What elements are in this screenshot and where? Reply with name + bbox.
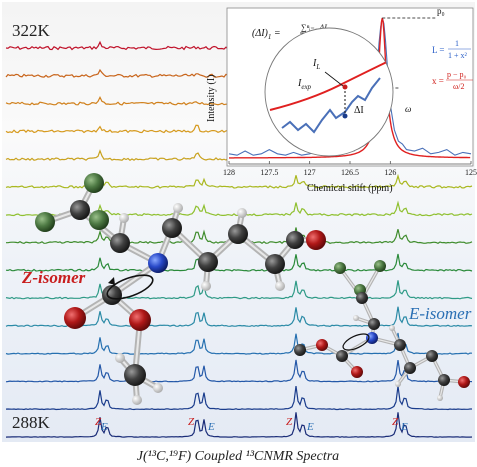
oxygen-atom (316, 339, 328, 351)
temp-high-label: 322K (12, 21, 51, 40)
spectrum-trace (5, 253, 473, 272)
hydrogen-atom (395, 381, 401, 387)
hydrogen-atom (353, 315, 359, 321)
label-iexp: Iexp (297, 78, 312, 91)
inset-ylabel: Intensity (I) (206, 75, 217, 123)
carbon-atom (438, 374, 450, 386)
carbon-atom (356, 292, 368, 304)
nitrogen-atom (366, 332, 378, 344)
hydrogen-atom (437, 395, 443, 401)
carbon-atom (336, 350, 348, 362)
zoom-experimental-curve (281, 77, 381, 134)
carbon-atom (228, 224, 248, 244)
z-isomer-label: Z-isomer (21, 268, 86, 287)
spectrum-trace (5, 332, 473, 355)
experimental-point (342, 113, 348, 119)
fluorine-atom (84, 173, 104, 193)
peak-label-z: Z (188, 416, 195, 428)
carbon-atom (124, 364, 146, 386)
label-p0: p₀ (437, 6, 445, 16)
oxygen-atom (458, 376, 470, 388)
label-delta-i: ΔI (354, 105, 364, 116)
fluorine-atom (89, 210, 109, 230)
peak-label-e: E (400, 421, 408, 433)
rotation-arrow (342, 333, 370, 351)
oxygen-atom (306, 230, 326, 250)
figure-caption: J(¹³C,¹⁹F) Coupled ¹³CNMR Spectra (137, 449, 339, 464)
eq-l-num: 1 (455, 39, 459, 48)
eq-x-num: p − p₀ (447, 70, 467, 79)
e-isomer-label: E-isomer (408, 304, 472, 323)
rotation-arrow (106, 274, 154, 300)
zoom-detail (269, 57, 393, 134)
molecule-models (35, 173, 470, 405)
carbon-atom (265, 254, 285, 274)
formula-lhs: (ΔI)1 = (252, 28, 281, 41)
hydrogen-atom (153, 383, 163, 393)
carbon-atom (286, 231, 304, 249)
peak-label-z: Z (95, 416, 102, 428)
model-point (342, 84, 348, 90)
oxygen-atom (64, 307, 86, 329)
rotation-arrowhead (108, 277, 115, 285)
inset-xlabel: Chemical shift (ppm) (307, 183, 393, 194)
peak-label-e: E (306, 421, 314, 433)
carbon-atom (394, 339, 406, 351)
x-tick-label: 126.5 (341, 168, 359, 177)
x-tick-label: 125 (465, 168, 477, 177)
hydrogen-atom (389, 325, 395, 331)
hydrogen-atom (237, 208, 247, 218)
hydrogen-atom (115, 353, 125, 363)
hydrogen-atom (119, 213, 129, 223)
zoom-fit-curve (269, 57, 393, 111)
spectrum-trace (5, 412, 473, 438)
peak-label-e: E (100, 421, 108, 433)
carbon-atom (426, 350, 438, 362)
spectrum-trace (5, 280, 473, 300)
eq-x-lhs: x = (432, 76, 444, 86)
spectrum-trace (5, 359, 473, 383)
spectrum-trace (5, 306, 473, 328)
eq-l-den: 1 + x² (448, 51, 468, 60)
peak-label-e: E (207, 421, 215, 433)
hydrogen-atom (173, 203, 183, 213)
temp-low-label: 288K (12, 413, 51, 432)
zoom-circle (264, 27, 394, 157)
carbon-atom (198, 252, 218, 272)
x-tick-label: 128 (223, 168, 235, 177)
il-pointer (324, 71, 344, 87)
eq-x-den: ω/2 (453, 82, 465, 91)
peak-label-z: Z (286, 416, 293, 428)
oxygen-atom (351, 366, 363, 378)
label-il: IL (312, 58, 320, 71)
eq-l-lhs: L = (432, 45, 445, 55)
carbon-atom (70, 200, 90, 220)
carbon-atom (162, 218, 182, 238)
carbon-atom (404, 362, 416, 374)
oxygen-atom (129, 309, 151, 331)
hydrogen-atom (275, 281, 285, 291)
carbon-atom (368, 318, 380, 330)
label-omega: ω (405, 104, 411, 114)
peak-label-z: Z (392, 416, 399, 428)
carbon-atom (110, 233, 130, 253)
carbon-atom (102, 285, 122, 305)
hydrogen-atom (201, 281, 211, 291)
x-tick-label: 126 (384, 168, 396, 177)
fluorine-atom (334, 262, 346, 274)
formula-numerator: ∑ⁿᵢ₌₀ ΔI (301, 23, 327, 32)
fluorine-atom (35, 212, 55, 232)
spectrum-trace (5, 386, 472, 411)
carbon-atom (294, 344, 306, 356)
hydrogen-atom (132, 395, 142, 405)
lorentzian-fit-line (229, 17, 471, 159)
fluorine-atom (374, 260, 386, 272)
spectrum-trace (5, 173, 473, 189)
x-tick-label: 127.5 (260, 168, 278, 177)
nitrogen-atom (148, 253, 168, 273)
x-tick-label: 127 (304, 168, 316, 177)
